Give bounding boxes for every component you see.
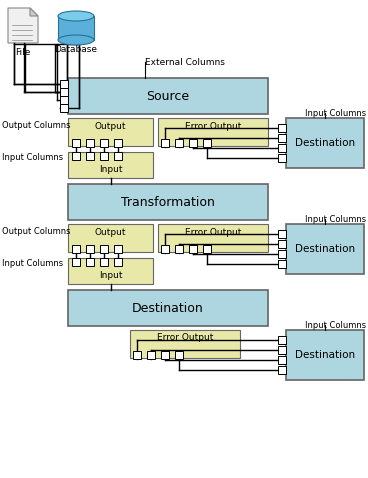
Text: Error Output: Error Output [185, 121, 241, 130]
Text: Output: Output [95, 121, 126, 130]
Bar [114, 245, 122, 253]
Bar [278, 134, 286, 142]
Bar [158, 118, 268, 146]
Ellipse shape [58, 35, 94, 45]
Bar [278, 230, 286, 238]
Bar [68, 258, 153, 284]
Bar [60, 96, 68, 104]
Bar [189, 245, 197, 253]
Bar [68, 152, 153, 178]
Bar [72, 152, 80, 160]
Bar [175, 351, 183, 359]
Bar [68, 224, 153, 252]
Bar [278, 250, 286, 258]
Bar [278, 144, 286, 152]
Text: Error Output: Error Output [157, 334, 213, 343]
Text: Transformation: Transformation [121, 196, 215, 208]
Bar [278, 240, 286, 248]
Text: Input Columns: Input Columns [305, 215, 366, 224]
Bar [86, 139, 94, 147]
Bar [60, 104, 68, 112]
Bar [203, 245, 211, 253]
Bar [203, 139, 211, 147]
Bar [147, 351, 155, 359]
Bar [86, 152, 94, 160]
Ellipse shape [58, 11, 94, 21]
Bar [72, 139, 80, 147]
Polygon shape [30, 8, 38, 16]
Bar [133, 351, 141, 359]
Bar [278, 366, 286, 374]
Bar [60, 80, 68, 88]
Bar [286, 330, 364, 380]
Bar [86, 245, 94, 253]
Bar [68, 78, 268, 114]
Bar [68, 184, 268, 220]
Bar [100, 258, 108, 266]
Text: Destination: Destination [132, 302, 204, 315]
Text: Input Columns: Input Columns [305, 321, 366, 329]
Bar [100, 245, 108, 253]
Bar [278, 124, 286, 132]
Bar [72, 258, 80, 266]
Bar [278, 336, 286, 344]
Text: External Columns: External Columns [145, 57, 225, 66]
Bar [278, 356, 286, 364]
Text: File: File [15, 47, 31, 56]
Bar [114, 139, 122, 147]
Text: Output Columns: Output Columns [2, 120, 71, 130]
Text: Destination: Destination [295, 244, 355, 254]
Text: Input: Input [99, 165, 122, 174]
Polygon shape [8, 8, 38, 43]
Bar [286, 118, 364, 168]
Bar [58, 16, 94, 40]
Text: Input Columns: Input Columns [2, 153, 63, 163]
Bar [189, 139, 197, 147]
Bar [72, 245, 80, 253]
Text: Input Columns: Input Columns [2, 260, 63, 269]
Bar [60, 88, 68, 96]
Bar [100, 152, 108, 160]
Text: Input Columns: Input Columns [305, 109, 366, 118]
Bar [278, 154, 286, 162]
Bar [114, 258, 122, 266]
Bar [161, 351, 169, 359]
Bar [161, 139, 169, 147]
Text: Source: Source [146, 89, 190, 102]
Text: Destination: Destination [295, 138, 355, 148]
Text: Output Columns: Output Columns [2, 227, 71, 236]
Bar [68, 290, 268, 326]
Bar [278, 346, 286, 354]
Bar [68, 118, 153, 146]
Bar [161, 245, 169, 253]
Bar [130, 330, 240, 358]
Text: Destination: Destination [295, 350, 355, 360]
Bar [175, 139, 183, 147]
Bar [286, 224, 364, 274]
Bar [278, 260, 286, 268]
Bar [158, 224, 268, 252]
Text: Database: Database [54, 44, 98, 54]
Text: Error Output: Error Output [185, 228, 241, 237]
Bar [114, 152, 122, 160]
Text: Input: Input [99, 272, 122, 281]
Text: Output: Output [95, 228, 126, 237]
Bar [86, 258, 94, 266]
Bar [100, 139, 108, 147]
Bar [175, 245, 183, 253]
